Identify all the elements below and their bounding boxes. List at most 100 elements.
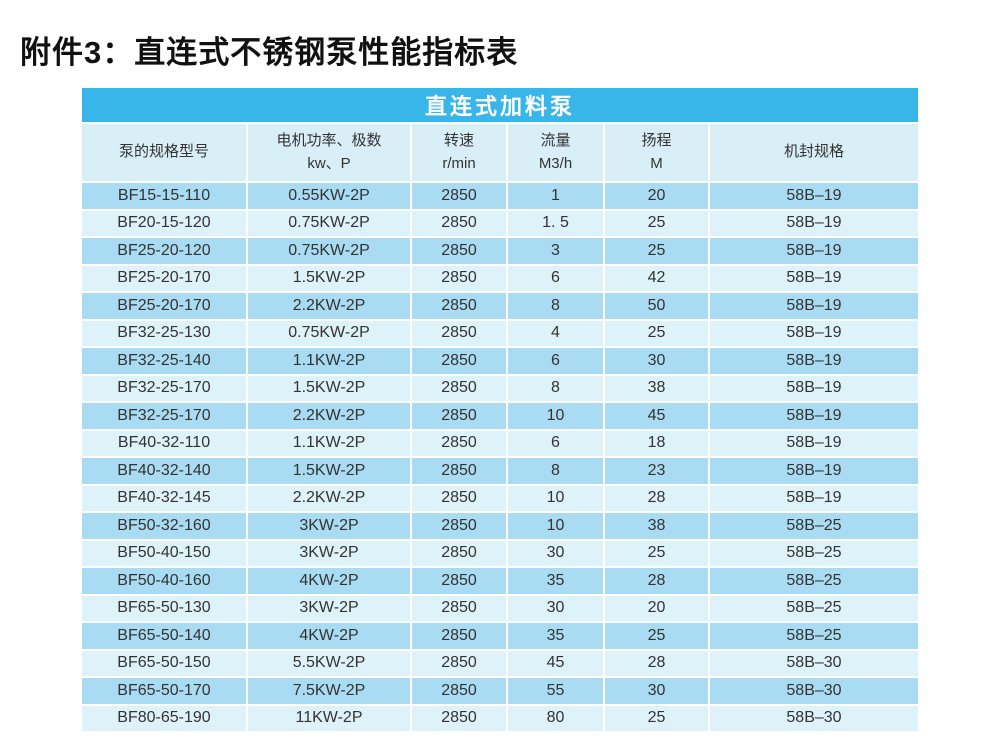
cell-flow: 10 <box>508 513 603 539</box>
cell-flow: 8 <box>508 458 603 484</box>
table-row: BF20-15-120 0.75KW-2P 2850 1. 5 25 58B–19 <box>82 210 918 236</box>
cell-model: BF20-15-120 <box>82 210 246 236</box>
cell-flow: 10 <box>508 403 603 429</box>
cell-seal: 58B–30 <box>710 650 918 676</box>
cell-model: BF25-20-120 <box>82 238 246 264</box>
table-body: BF15-15-110 0.55KW-2P 2850 1 20 58B–19 BF20-15… <box>82 183 918 731</box>
cell-power: 1.1KW-2P <box>248 430 410 456</box>
cell-flow: 1 <box>508 183 603 209</box>
cell-speed: 2850 <box>412 650 506 676</box>
table-row: BF50-32-160 3KW-2P 2850 10 38 58B–25 <box>82 513 918 539</box>
cell-seal: 58B–19 <box>710 265 918 291</box>
cell-seal: 58B–19 <box>710 485 918 511</box>
cell-speed: 2850 <box>412 265 506 291</box>
cell-power: 0.75KW-2P <box>248 210 410 236</box>
column-header-flow: 流量 M3/h <box>508 124 603 181</box>
cell-head: 28 <box>605 485 708 511</box>
cell-power: 5.5KW-2P <box>248 650 410 676</box>
cell-speed: 2850 <box>412 568 506 594</box>
cell-speed: 2850 <box>412 430 506 456</box>
cell-flow: 4 <box>508 320 603 346</box>
cell-model: BF32-25-140 <box>82 348 246 374</box>
cell-seal: 58B–25 <box>710 623 918 649</box>
cell-speed: 2850 <box>412 540 506 566</box>
cell-seal: 58B–19 <box>710 183 918 209</box>
cell-model: BF50-40-150 <box>82 540 246 566</box>
table-row: BF65-50-150 5.5KW-2P 2850 45 28 58B–30 <box>82 650 918 676</box>
cell-speed: 2850 <box>412 348 506 374</box>
cell-flow: 30 <box>508 540 603 566</box>
cell-model: BF50-32-160 <box>82 513 246 539</box>
table-row: BF25-20-170 1.5KW-2P 2850 6 42 58B–19 <box>82 265 918 291</box>
cell-head: 18 <box>605 430 708 456</box>
cell-seal: 58B–19 <box>710 375 918 401</box>
cell-speed: 2850 <box>412 458 506 484</box>
cell-head: 42 <box>605 265 708 291</box>
cell-model: BF65-50-170 <box>82 678 246 704</box>
table-row: BF40-32-110 1.1KW-2P 2850 6 18 58B–19 <box>82 430 918 456</box>
cell-model: BF65-50-140 <box>82 623 246 649</box>
table-row: BF80-65-190 11KW-2P 2850 80 25 58B–30 <box>82 705 918 731</box>
cell-model: BF32-25-130 <box>82 320 246 346</box>
table-title: 直连式加料泵 <box>424 94 575 119</box>
table-row: BF32-25-170 1.5KW-2P 2850 8 38 58B–19 <box>82 375 918 401</box>
cell-seal: 58B–19 <box>710 238 918 264</box>
cell-seal: 58B–25 <box>710 568 918 594</box>
cell-model: BF50-40-160 <box>82 568 246 594</box>
cell-power: 7.5KW-2P <box>248 678 410 704</box>
cell-head: 30 <box>605 678 708 704</box>
cell-flow: 6 <box>508 348 603 374</box>
cell-power: 2.2KW-2P <box>248 485 410 511</box>
cell-speed: 2850 <box>412 623 506 649</box>
cell-speed: 2850 <box>412 210 506 236</box>
cell-flow: 8 <box>508 293 603 319</box>
cell-head: 28 <box>605 650 708 676</box>
cell-model: BF40-32-145 <box>82 485 246 511</box>
cell-seal: 58B–19 <box>710 430 918 456</box>
cell-power: 4KW-2P <box>248 623 410 649</box>
cell-speed: 2850 <box>412 595 506 621</box>
cell-model: BF25-20-170 <box>82 293 246 319</box>
cell-head: 45 <box>605 403 708 429</box>
page-title: 附件3：直连式不锈钢泵性能指标表 <box>20 34 519 70</box>
cell-speed: 2850 <box>412 513 506 539</box>
cell-seal: 58B–25 <box>710 513 918 539</box>
cell-power: 2.2KW-2P <box>248 403 410 429</box>
cell-model: BF80-65-190 <box>82 705 246 731</box>
cell-power: 11KW-2P <box>248 705 410 731</box>
cell-power: 1.5KW-2P <box>248 265 410 291</box>
column-header-model: 泵的规格型号 <box>82 124 246 181</box>
cell-speed: 2850 <box>412 485 506 511</box>
cell-power: 3KW-2P <box>248 540 410 566</box>
cell-model: BF25-20-170 <box>82 265 246 291</box>
cell-seal: 58B–19 <box>710 458 918 484</box>
cell-head: 25 <box>605 238 708 264</box>
cell-flow: 8 <box>508 375 603 401</box>
cell-power: 0.55KW-2P <box>248 183 410 209</box>
cell-head: 25 <box>605 320 708 346</box>
column-header-head: 扬程 M <box>605 124 708 181</box>
cell-seal: 58B–30 <box>710 678 918 704</box>
cell-speed: 2850 <box>412 705 506 731</box>
cell-flow: 6 <box>508 265 603 291</box>
table-row: BF50-40-150 3KW-2P 2850 30 25 58B–25 <box>82 540 918 566</box>
column-header-speed: 转速 r/min <box>412 124 506 181</box>
cell-power: 2.2KW-2P <box>248 293 410 319</box>
cell-head: 50 <box>605 293 708 319</box>
cell-model: BF40-32-140 <box>82 458 246 484</box>
cell-seal: 58B–25 <box>710 540 918 566</box>
table-row: BF32-25-140 1.1KW-2P 2850 6 30 58B–19 <box>82 348 918 374</box>
cell-seal: 58B–19 <box>710 403 918 429</box>
cell-head: 38 <box>605 375 708 401</box>
cell-speed: 2850 <box>412 320 506 346</box>
cell-seal: 58B–19 <box>710 210 918 236</box>
cell-power: 3KW-2P <box>248 595 410 621</box>
cell-flow: 45 <box>508 650 603 676</box>
cell-head: 25 <box>605 705 708 731</box>
cell-seal: 58B–19 <box>710 293 918 319</box>
cell-power: 1.1KW-2P <box>248 348 410 374</box>
column-header-seal: 机封规格 <box>710 124 918 181</box>
table-row: BF40-32-145 2.2KW-2P 2850 10 28 58B–19 <box>82 485 918 511</box>
cell-speed: 2850 <box>412 403 506 429</box>
cell-flow: 30 <box>508 595 603 621</box>
